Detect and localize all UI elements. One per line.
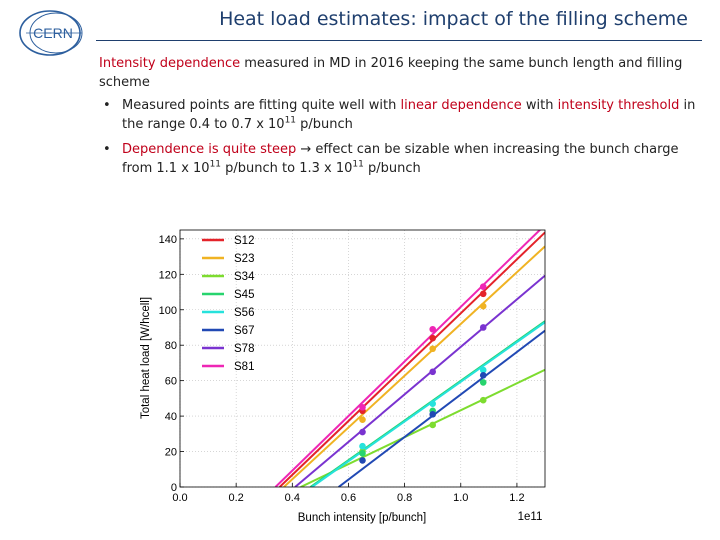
x-tick-label: 0.6	[341, 492, 356, 504]
fit-line-s34	[300, 368, 545, 487]
data-point-s45	[479, 379, 487, 386]
data-point-s78	[479, 324, 487, 331]
title-rule	[96, 40, 702, 41]
y-tick-label: 0	[171, 482, 177, 494]
x-tick-label: 0.8	[397, 492, 412, 504]
data-point-s34	[479, 396, 487, 404]
bullet-text: effect can be sizable when increasing th…	[122, 142, 679, 176]
plot-frame	[179, 229, 546, 488]
legend-label: S81	[234, 361, 254, 373]
fit-lines	[274, 230, 545, 487]
x-axis-label: Bunch intensity [p/bunch]	[298, 512, 427, 524]
cern-logo: CERN	[19, 10, 83, 56]
bullet-highlight: linear dependence	[400, 98, 522, 113]
data-point-s12	[479, 290, 487, 298]
y-tick-label: 60	[165, 376, 177, 388]
bullet-marker: •	[103, 142, 111, 157]
bullet-text: Measured points are fitting quite well w…	[122, 98, 401, 113]
legend: S12 S23 S34 S45 S56 S67 S78 S81	[202, 235, 255, 373]
x-tick-label: 1.0	[453, 492, 468, 504]
bullet-marker: •	[103, 98, 111, 113]
data-point-s23	[479, 302, 487, 310]
y-tick-label: 100	[159, 305, 177, 317]
data-point-s81	[479, 283, 487, 291]
arrow-icon: →	[296, 142, 316, 157]
axis-ticks: 0.0 0.2 0.4 0.6 0.8 1.0 1.2 0 20 40 60 80 100 120 140	[159, 234, 525, 504]
fit-line-s67	[338, 329, 545, 487]
intro-rest: measured in MD in 2016 keeping the same …	[99, 56, 683, 90]
data-point-s56	[359, 442, 366, 450]
legend-label: S23	[234, 253, 254, 265]
legend-label: S12	[234, 235, 254, 247]
y-tick-label: 140	[159, 234, 177, 246]
fit-line-s56	[311, 321, 545, 487]
bullet-text: with	[521, 98, 558, 113]
bullet-text: p/bunch	[296, 117, 353, 132]
x-axis-multiplier: 1e11	[518, 511, 543, 523]
data-point-s56	[429, 400, 436, 407]
x-tick-label: 0.4	[285, 492, 300, 504]
exponent: 11	[352, 159, 364, 170]
data-point-s23	[429, 345, 436, 353]
data-point-s81	[429, 325, 436, 333]
legend-label: S56	[234, 307, 254, 319]
bullet-list: • Measured points are fitting quite well…	[99, 96, 699, 184]
y-tick-label: 20	[165, 447, 177, 459]
data-point-s67	[479, 372, 487, 379]
fit-line-s23	[283, 245, 545, 487]
intro-highlight: Intensity dependence	[99, 56, 241, 71]
y-tick-label: 40	[165, 411, 177, 423]
legend-label: S78	[234, 343, 254, 355]
data-point-s67	[429, 411, 436, 418]
data-points	[359, 283, 487, 464]
fit-line-s78	[294, 274, 545, 487]
y-tick-label: 120	[159, 269, 177, 281]
data-point-s78	[359, 428, 366, 436]
x-tick-label: 0.0	[172, 492, 187, 504]
exponent: 11	[209, 159, 222, 170]
exponent: 11	[284, 115, 297, 126]
bullet-highlight: Dependence is quite steep	[122, 142, 297, 157]
bullet-item: • Dependence is quite steep → effect can…	[99, 140, 699, 178]
data-point-s78	[429, 368, 436, 376]
x-tick-label: 1.2	[509, 492, 524, 504]
bullet-text: in the range 0.4 to 0.7 x 10	[122, 98, 696, 132]
data-point-s34	[429, 421, 436, 429]
data-point-s56	[479, 366, 487, 374]
legend-label: S34	[234, 271, 255, 283]
x-tick-label: 0.2	[229, 492, 244, 504]
data-point-s12	[429, 334, 436, 342]
logo-text: CERN	[33, 25, 73, 41]
fit-line-s12	[278, 231, 545, 487]
heat-load-chart: 0.0 0.2 0.4 0.6 0.8 1.0 1.2020406080100120140 …	[140, 229, 546, 524]
data-point-s23	[359, 416, 366, 423]
intro-text: Intensity dependence measured in MD in 2…	[99, 54, 689, 92]
bullet-text: p/bunch	[363, 161, 421, 176]
data-point-s81	[359, 403, 366, 411]
data-point-s45	[359, 450, 366, 457]
bullet-highlight: intensity threshold	[557, 98, 680, 113]
page-title: Heat load estimates: impact of the filli…	[219, 8, 688, 30]
bullet-item: • Measured points are fitting quite well…	[99, 96, 699, 134]
y-axis-label: Total heat load [W/hcell]	[140, 297, 152, 419]
legend-label: S67	[234, 325, 254, 337]
y-tick-label: 80	[165, 340, 177, 352]
fit-line-s81	[274, 230, 542, 487]
legend-label: S45	[234, 289, 254, 301]
data-point-s67	[359, 457, 366, 464]
bullet-text: p/bunch to 1.3 x 10	[221, 161, 353, 176]
